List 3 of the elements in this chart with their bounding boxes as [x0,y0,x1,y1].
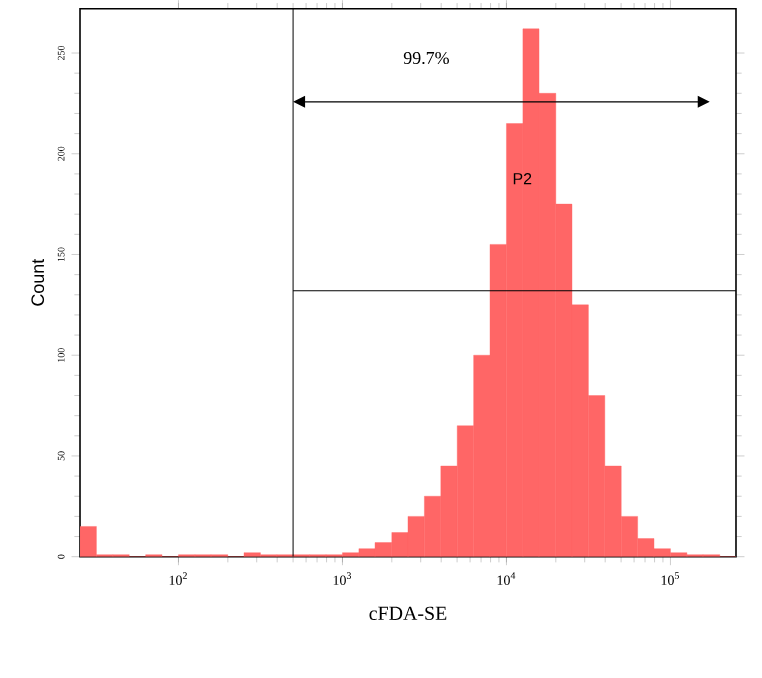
annotation: 99.7% [403,51,449,64]
x-axis-title: cFDA-SE [369,606,447,620]
y-axis-title: Count [31,258,45,306]
